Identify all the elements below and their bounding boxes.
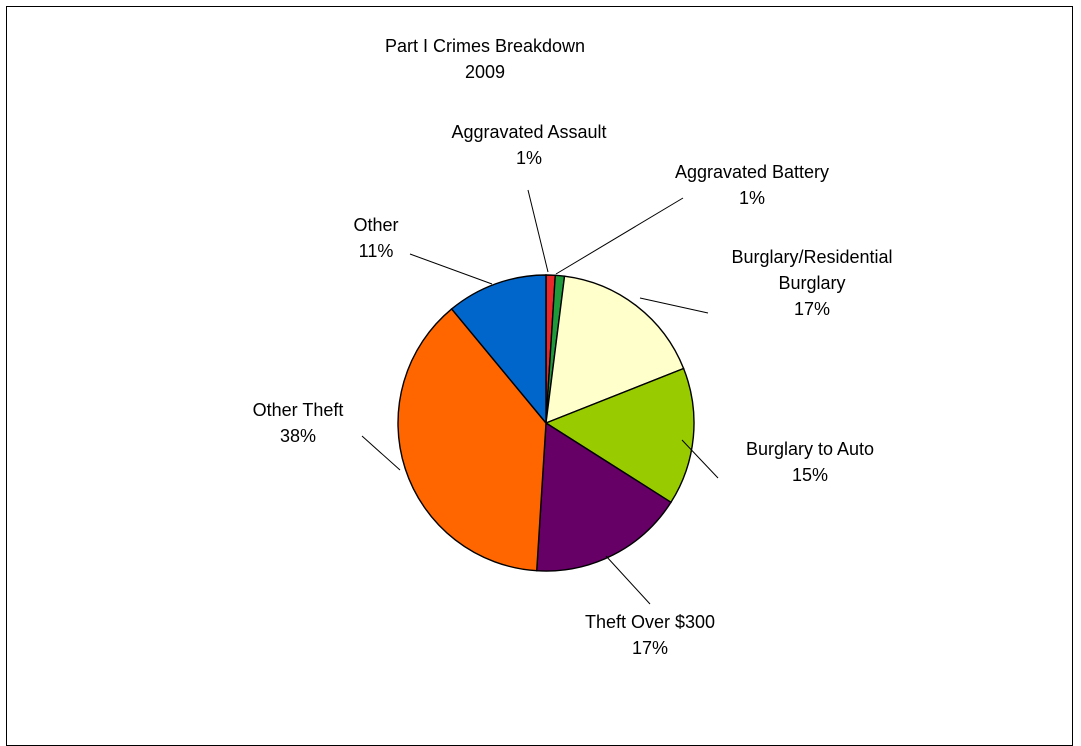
leader-line xyxy=(639,297,709,314)
pie-slice-other xyxy=(450,274,547,425)
leader-line xyxy=(555,197,684,275)
slice-category-label: Other Theft xyxy=(253,400,344,420)
leader-line xyxy=(409,253,493,285)
slice-category-label: Other xyxy=(353,215,398,235)
leader-line xyxy=(361,435,401,471)
slice-category-label: Theft Over $300 xyxy=(585,612,715,632)
slice-category-label: Burglary to Auto xyxy=(746,439,874,459)
slice-value-label: 11% xyxy=(359,241,394,261)
slice-value-label: 15% xyxy=(792,465,828,485)
slice-value-label: 1% xyxy=(516,148,542,168)
slice-value-label: 1% xyxy=(739,188,765,208)
slice-category-label: Aggravated Assault xyxy=(451,122,606,142)
chart-title: Part I Crimes Breakdown xyxy=(385,36,585,56)
pie-slice-theft-over-300 xyxy=(535,421,672,572)
slice-category-label: Burglary/Residential xyxy=(731,247,892,267)
slice-value-label: 17% xyxy=(632,638,668,658)
chart-subtitle: 2009 xyxy=(465,62,505,82)
chart-title-group: Part I Crimes Breakdown 2009 xyxy=(385,36,585,82)
pie-slice-burglary-to-auto xyxy=(544,367,695,504)
pie-slice-other-theft xyxy=(397,307,547,572)
slice-value-label: 17% xyxy=(794,299,830,319)
leader-line xyxy=(527,189,549,273)
slice-value-label: 38% xyxy=(280,426,316,446)
slice-category-label: Burglary xyxy=(778,273,845,293)
leader-line xyxy=(681,439,719,479)
pie-slice-burglary-residential-burglary xyxy=(545,275,685,425)
leader-lines xyxy=(361,189,719,605)
slice-category-label: Aggravated Battery xyxy=(675,162,829,182)
slice-labels: Aggravated Assault 1% Aggravated Battery 1%… xyxy=(253,122,893,658)
leader-line xyxy=(605,555,651,605)
pie-slices xyxy=(397,274,695,572)
